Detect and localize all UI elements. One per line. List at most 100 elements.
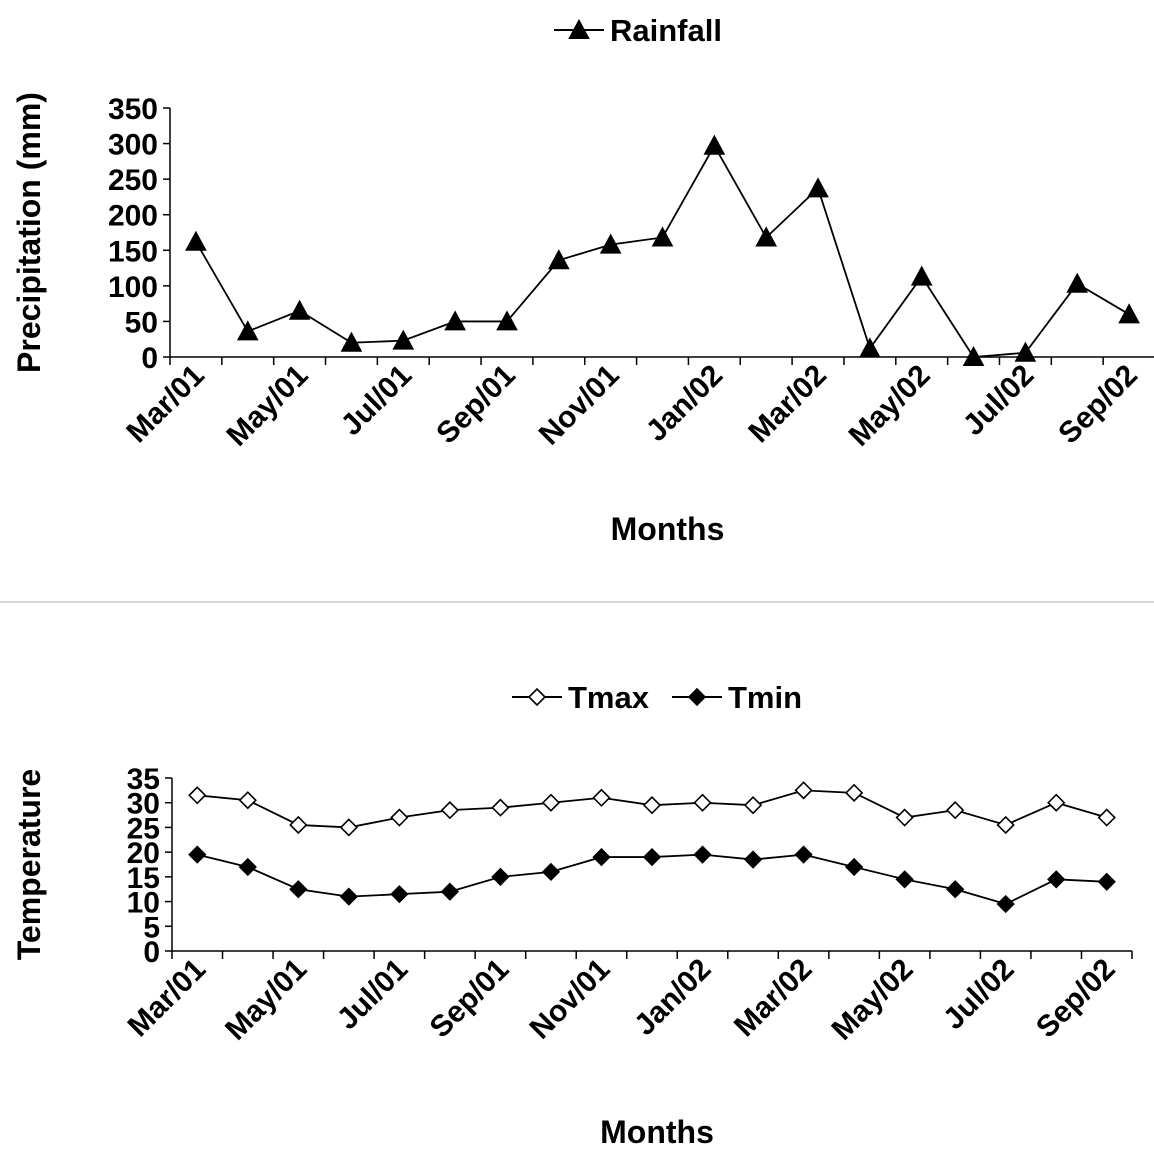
data-point-tmin <box>541 862 561 882</box>
x-tick-label-jul-01: Jul/01 <box>335 359 418 442</box>
data-point-rainfall <box>547 249 570 270</box>
data-point-tmax <box>844 783 864 802</box>
legend-label-rainfall: Rainfall <box>610 13 722 48</box>
data-point-tmax <box>1097 808 1116 827</box>
legend-item-tmax: Tmax <box>512 680 650 715</box>
data-point-tmax <box>794 781 813 800</box>
data-point-tmax <box>1047 793 1066 812</box>
legend-label-tmin: Tmin <box>728 680 802 715</box>
data-point-rainfall <box>1066 272 1089 293</box>
y-tick-label-100: 100 <box>108 271 158 304</box>
x-tick-label-sep-02: Sep/02 <box>1030 953 1122 1045</box>
y-tick-label-5: 5 <box>143 911 160 944</box>
y-tick-label-0: 0 <box>143 936 160 969</box>
legend-marker <box>687 687 707 707</box>
y-tick-label-15: 15 <box>127 862 160 895</box>
legend-item-tmin: Tmin <box>672 680 802 715</box>
x-tick-label-jan-02: Jan/02 <box>628 953 717 1042</box>
x-tick-label-jul-02: Jul/02 <box>957 359 1040 442</box>
y-tick-label-35: 35 <box>127 763 160 796</box>
data-point-tmax <box>238 791 257 810</box>
y-axis-title: Precipitation (mm) <box>11 92 47 373</box>
series-line-rainfall <box>195 143 1130 358</box>
data-point-rainfall <box>392 329 415 350</box>
data-point-tmin <box>743 850 763 869</box>
data-point-tmin <box>188 845 207 864</box>
data-point-tmax <box>440 800 460 820</box>
data-point-rainfall <box>340 331 363 352</box>
legend: Rainfall <box>554 13 722 48</box>
data-point-tmin <box>1097 872 1116 891</box>
x-tick-label-sep-01: Sep/01 <box>424 953 516 1045</box>
data-point-tmin <box>844 857 864 877</box>
data-point-rainfall <box>1014 341 1037 362</box>
x-tick-label-mar-02: Mar/02 <box>742 359 833 450</box>
x-tick-label-mar-01: Mar/01 <box>120 359 211 450</box>
data-point-tmin <box>592 847 611 867</box>
x-tick-label-nov-01: Nov/01 <box>533 359 626 452</box>
data-point-tmax <box>946 800 965 820</box>
y-tick-label-25: 25 <box>127 812 160 845</box>
legend-marker <box>568 18 590 39</box>
y-axis-title: Temperature <box>11 769 47 960</box>
data-point-rainfall <box>1118 303 1140 324</box>
x-tick-label-sep-01: Sep/01 <box>430 359 522 451</box>
data-point-tmax <box>541 793 561 812</box>
data-point-rainfall <box>496 310 518 331</box>
data-point-tmax <box>491 798 510 817</box>
x-tick-label-may-02: May/02 <box>843 359 937 453</box>
data-point-tmin <box>996 894 1015 914</box>
x-tick-label-may-02: May/02 <box>825 953 919 1047</box>
legend: Tmax Tmin <box>512 680 802 715</box>
data-point-tmax <box>390 808 409 827</box>
y-tick-label-50: 50 <box>125 306 158 339</box>
y-tick-label-350: 350 <box>108 93 158 126</box>
data-point-rainfall <box>444 310 466 331</box>
data-point-tmax <box>693 793 712 812</box>
data-point-tmin <box>238 857 257 877</box>
data-point-tmax <box>188 786 207 805</box>
x-tick-label-mar-02: Mar/02 <box>728 953 819 1044</box>
data-point-rainfall <box>859 337 881 358</box>
data-point-tmax <box>743 796 763 815</box>
x-axis-title: Months <box>611 511 725 547</box>
x-tick-label-mar-01: Mar/01 <box>122 953 213 1044</box>
data-point-rainfall <box>703 134 726 155</box>
data-point-tmax <box>895 808 914 827</box>
data-point-tmin <box>390 885 409 904</box>
data-point-tmin <box>642 847 662 867</box>
data-point-rainfall <box>910 265 933 286</box>
y-tick-label-250: 250 <box>108 164 158 197</box>
data-point-tmin <box>339 887 358 906</box>
data-point-tmax <box>592 788 611 807</box>
y-tick-label-10: 10 <box>127 887 160 920</box>
data-point-tmin <box>440 882 460 901</box>
legend-label-tmax: Tmax <box>568 680 650 715</box>
data-point-tmin <box>491 867 510 886</box>
x-tick-label-may-01: May/01 <box>220 359 314 453</box>
data-point-rainfall <box>807 177 829 198</box>
series-rainfall <box>185 134 1140 366</box>
x-tick-label-sep-02: Sep/02 <box>1052 359 1144 451</box>
data-point-rainfall <box>755 226 778 247</box>
y-tick-label-200: 200 <box>108 200 158 233</box>
data-point-tmin <box>895 870 914 889</box>
y-tick-label-30: 30 <box>127 788 160 821</box>
data-point-rainfall <box>651 226 674 247</box>
legend-marker <box>527 687 547 707</box>
x-axis-title: Months <box>600 1114 714 1150</box>
x-tick-label-jul-02: Jul/02 <box>937 953 1020 1036</box>
x-tick-label-jan-02: Jan/02 <box>640 359 729 448</box>
data-point-rainfall <box>962 345 985 366</box>
data-point-tmin <box>289 880 308 899</box>
data-point-rainfall <box>288 299 311 320</box>
data-point-tmin <box>794 845 813 864</box>
data-point-rainfall <box>236 320 259 341</box>
data-point-tmin <box>693 845 712 864</box>
series-tmax <box>188 781 1116 837</box>
x-tick-label-nov-01: Nov/01 <box>524 953 617 1046</box>
series-tmin <box>188 845 1116 914</box>
data-point-tmin <box>1047 870 1066 889</box>
